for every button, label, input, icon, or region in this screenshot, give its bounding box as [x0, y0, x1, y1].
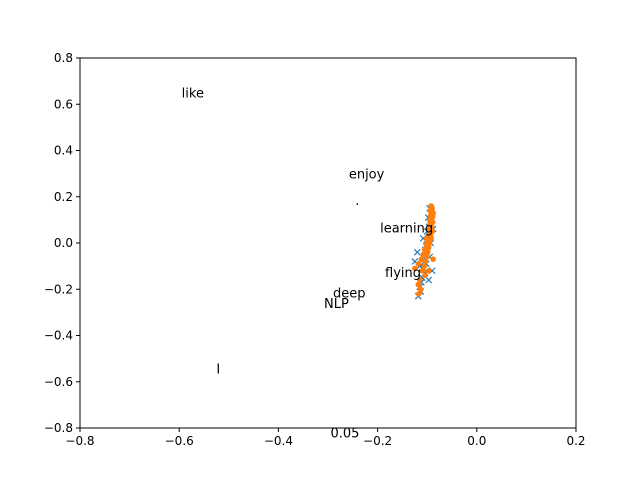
series-2-point — [425, 242, 431, 249]
y-tick-label: 0.6 — [54, 97, 73, 111]
word-label: learning — [380, 222, 433, 237]
y-tick-label: −0.8 — [44, 421, 73, 435]
word-label: flying — [385, 266, 421, 281]
x-axis: −0.8 −0.6 −0.4 −0.2 0.0 0.2 — [65, 428, 586, 448]
word-label: enjoy — [349, 167, 385, 182]
word-label: like — [182, 86, 204, 101]
x-tick-label: 0.2 — [566, 434, 585, 448]
y-tick-label: 0.8 — [54, 51, 73, 65]
plot-frame — [79, 57, 577, 429]
y-tick-label: −0.6 — [44, 375, 73, 389]
series-2-point — [424, 254, 431, 260]
y-tick-label: 0.0 — [54, 236, 73, 250]
series-2-point — [429, 212, 436, 219]
series-2-point — [415, 261, 422, 267]
y-tick-label: 0.4 — [54, 144, 73, 158]
series-2-point — [422, 272, 429, 279]
series-2-point — [415, 291, 422, 297]
y-tick-label: −0.4 — [44, 329, 73, 343]
data-marks — [411, 203, 437, 300]
word-label: . — [355, 194, 359, 209]
series-2-point — [417, 286, 424, 293]
word-label: deep — [333, 286, 366, 301]
series-2-point — [424, 249, 431, 256]
y-axis: −0.8 −0.6 −0.4 −0.2 0.0 0.2 0.4 0.6 0.8 — [44, 51, 80, 435]
x-tick-label: −0.4 — [264, 434, 293, 448]
series-2-point — [428, 228, 435, 235]
word-label: 0.05 — [330, 426, 359, 441]
series-2-point — [423, 235, 430, 242]
series-2-point — [422, 258, 429, 265]
word-label: NLP — [324, 297, 349, 312]
series-2-point — [421, 263, 428, 269]
series-2-point — [412, 265, 418, 272]
series-2-point — [430, 256, 436, 262]
x-tick-label: −0.2 — [363, 434, 392, 448]
series-2-point — [419, 267, 426, 274]
word-label: I — [216, 363, 220, 378]
series-2-point — [425, 267, 432, 274]
series-1-point — [413, 248, 421, 256]
series-2-point — [415, 281, 422, 288]
x-tick-label: 0.0 — [467, 434, 486, 448]
series-2-point — [416, 277, 423, 283]
x-tick-label: −0.8 — [65, 434, 94, 448]
y-tick-label: 0.2 — [54, 190, 73, 204]
series-2-point — [427, 219, 433, 225]
x-tick-label: −0.6 — [165, 434, 194, 448]
y-tick-label: −0.2 — [44, 282, 73, 296]
series-1-point — [425, 276, 433, 284]
